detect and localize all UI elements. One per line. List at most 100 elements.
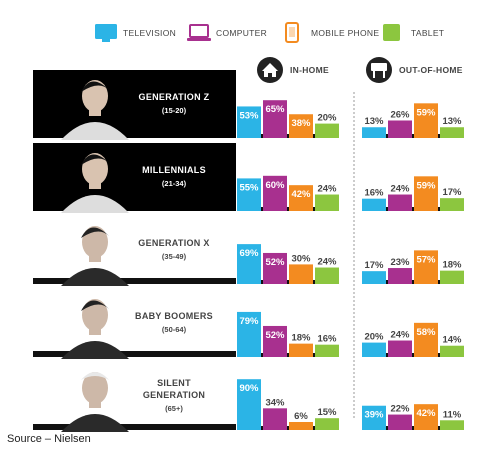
bar-value-label: 65% xyxy=(265,104,285,115)
bar-value-label: 60% xyxy=(265,180,285,191)
bar-value-label: 26% xyxy=(390,109,410,120)
in-home-bars: 53% 65% 38% 20% xyxy=(237,100,339,138)
generation-row: SILENT GENERATION (65+) 90% 34% 6% 15% 39% 22% 42… xyxy=(33,362,464,432)
generation-age: (15-20) xyxy=(162,106,187,115)
portrait-figure xyxy=(61,299,129,359)
legend-item-computer: COMPUTER xyxy=(187,24,267,41)
generation-row: GENERATION X (35-49) 69% 52% 30% 24% 17% 23% 57%… xyxy=(33,216,464,286)
generation-age: (35-49) xyxy=(162,252,187,261)
bar-baseline xyxy=(237,207,339,211)
bar-mobile-phone xyxy=(289,185,313,211)
generation-panel: GENERATION Z (15-20) xyxy=(33,70,236,140)
bar-value-label: 23% xyxy=(390,257,410,268)
bar-value-label: 53% xyxy=(239,110,259,121)
bar-baseline xyxy=(362,426,464,430)
bar-computer xyxy=(388,268,412,284)
bar-computer xyxy=(263,252,287,284)
legend-label: TELEVISION xyxy=(123,28,176,38)
bar-tablet xyxy=(315,194,339,211)
bar-tablet xyxy=(315,123,339,138)
bar-baseline xyxy=(237,134,339,138)
bar-value-label: 34% xyxy=(265,397,285,408)
generation-age: (21-34) xyxy=(162,179,187,188)
bar-baseline xyxy=(362,280,464,284)
bar-value-label: 42% xyxy=(291,189,311,200)
bar-tablet xyxy=(440,270,464,284)
bar-tablet xyxy=(440,198,464,211)
bar-mobile-phone xyxy=(414,176,438,211)
bar-mobile-phone xyxy=(289,343,313,357)
bar-value-label: 59% xyxy=(416,180,436,191)
bar-tablet xyxy=(440,345,464,357)
in-home-header: IN-HOME xyxy=(257,57,329,83)
legend-item-tablet: TABLET xyxy=(383,24,444,41)
bar-tablet xyxy=(315,418,339,430)
bar-tablet xyxy=(315,267,339,284)
generation-row: GENERATION Z (15-20) 53% 65% 38% 20% 13% 26% 59%… xyxy=(33,70,464,140)
portrait-figure xyxy=(61,153,129,213)
bar-value-label: 22% xyxy=(390,404,410,415)
out-of-home-bars: 17% 23% 57% 18% xyxy=(362,250,464,284)
source-note: Source – Nielsen xyxy=(7,433,91,445)
sign-icon xyxy=(366,57,392,83)
bar-value-label: 79% xyxy=(239,316,259,327)
bar-value-label: 55% xyxy=(239,182,259,193)
bar-value-label: 16% xyxy=(317,334,337,345)
generation-name-line2: GENERATION xyxy=(143,390,205,400)
bar-computer xyxy=(388,414,412,430)
bar-value-label: 24% xyxy=(317,184,337,195)
generation-name: GENERATION X xyxy=(138,238,209,248)
legend-item-mobile-phone: MOBILE PHONE xyxy=(285,22,379,43)
bar-computer xyxy=(263,175,287,211)
portrait-figure xyxy=(61,372,129,432)
legend-label: TABLET xyxy=(411,28,444,38)
generation-name: MILLENNIALS xyxy=(142,165,206,175)
bar-computer xyxy=(388,120,412,138)
portrait-figure xyxy=(61,226,129,286)
in-home-bars: 90% 34% 6% 15% xyxy=(237,379,339,430)
generation-name: SILENT xyxy=(157,378,191,388)
bar-value-label: 38% xyxy=(291,118,311,129)
bar-baseline xyxy=(237,353,339,357)
bar-value-label: 18% xyxy=(291,333,311,344)
bar-mobile-phone xyxy=(289,422,313,430)
house-icon xyxy=(257,57,283,83)
in-home-label: IN-HOME xyxy=(290,65,329,75)
bar-baseline xyxy=(237,426,339,430)
bar-value-label: 24% xyxy=(317,257,337,268)
bar-value-label: 17% xyxy=(442,187,462,198)
bar-value-label: 24% xyxy=(390,330,410,341)
bar-television xyxy=(362,342,386,357)
portrait-figure xyxy=(61,80,129,140)
generation-age: (65+) xyxy=(165,404,183,413)
bar-value-label: 20% xyxy=(317,113,337,124)
generation-age: (50-64) xyxy=(162,325,187,334)
generation-panel: GENERATION X (35-49) xyxy=(33,216,236,286)
bar-television xyxy=(362,198,386,211)
bar-baseline xyxy=(362,134,464,138)
generation-name: BABY BOOMERS xyxy=(135,311,213,321)
bar-value-label: 90% xyxy=(239,383,259,394)
bar-mobile-phone xyxy=(414,103,438,138)
bar-tablet xyxy=(315,344,339,357)
bar-baseline xyxy=(362,207,464,211)
bar-baseline xyxy=(237,280,339,284)
legend-label: MOBILE PHONE xyxy=(311,28,379,38)
bar-value-label: 17% xyxy=(364,260,384,271)
column-headers: IN-HOME OUT-OF-HOME xyxy=(257,57,462,83)
bar-value-label: 69% xyxy=(239,248,259,259)
bar-baseline xyxy=(362,353,464,357)
bar-value-label: 20% xyxy=(364,332,384,343)
bar-mobile-phone xyxy=(414,404,438,430)
bar-value-label: 13% xyxy=(364,116,384,127)
bar-television xyxy=(237,379,261,430)
bar-value-label: 11% xyxy=(443,409,462,420)
bar-tablet xyxy=(440,127,464,138)
generation-panel: MILLENNIALS (21-34) xyxy=(33,143,236,213)
bar-television xyxy=(237,311,261,357)
bar-mobile-phone xyxy=(414,322,438,357)
legend-label: COMPUTER xyxy=(216,28,267,38)
bar-value-label: 39% xyxy=(364,410,384,421)
bar-value-label: 58% xyxy=(416,327,436,338)
